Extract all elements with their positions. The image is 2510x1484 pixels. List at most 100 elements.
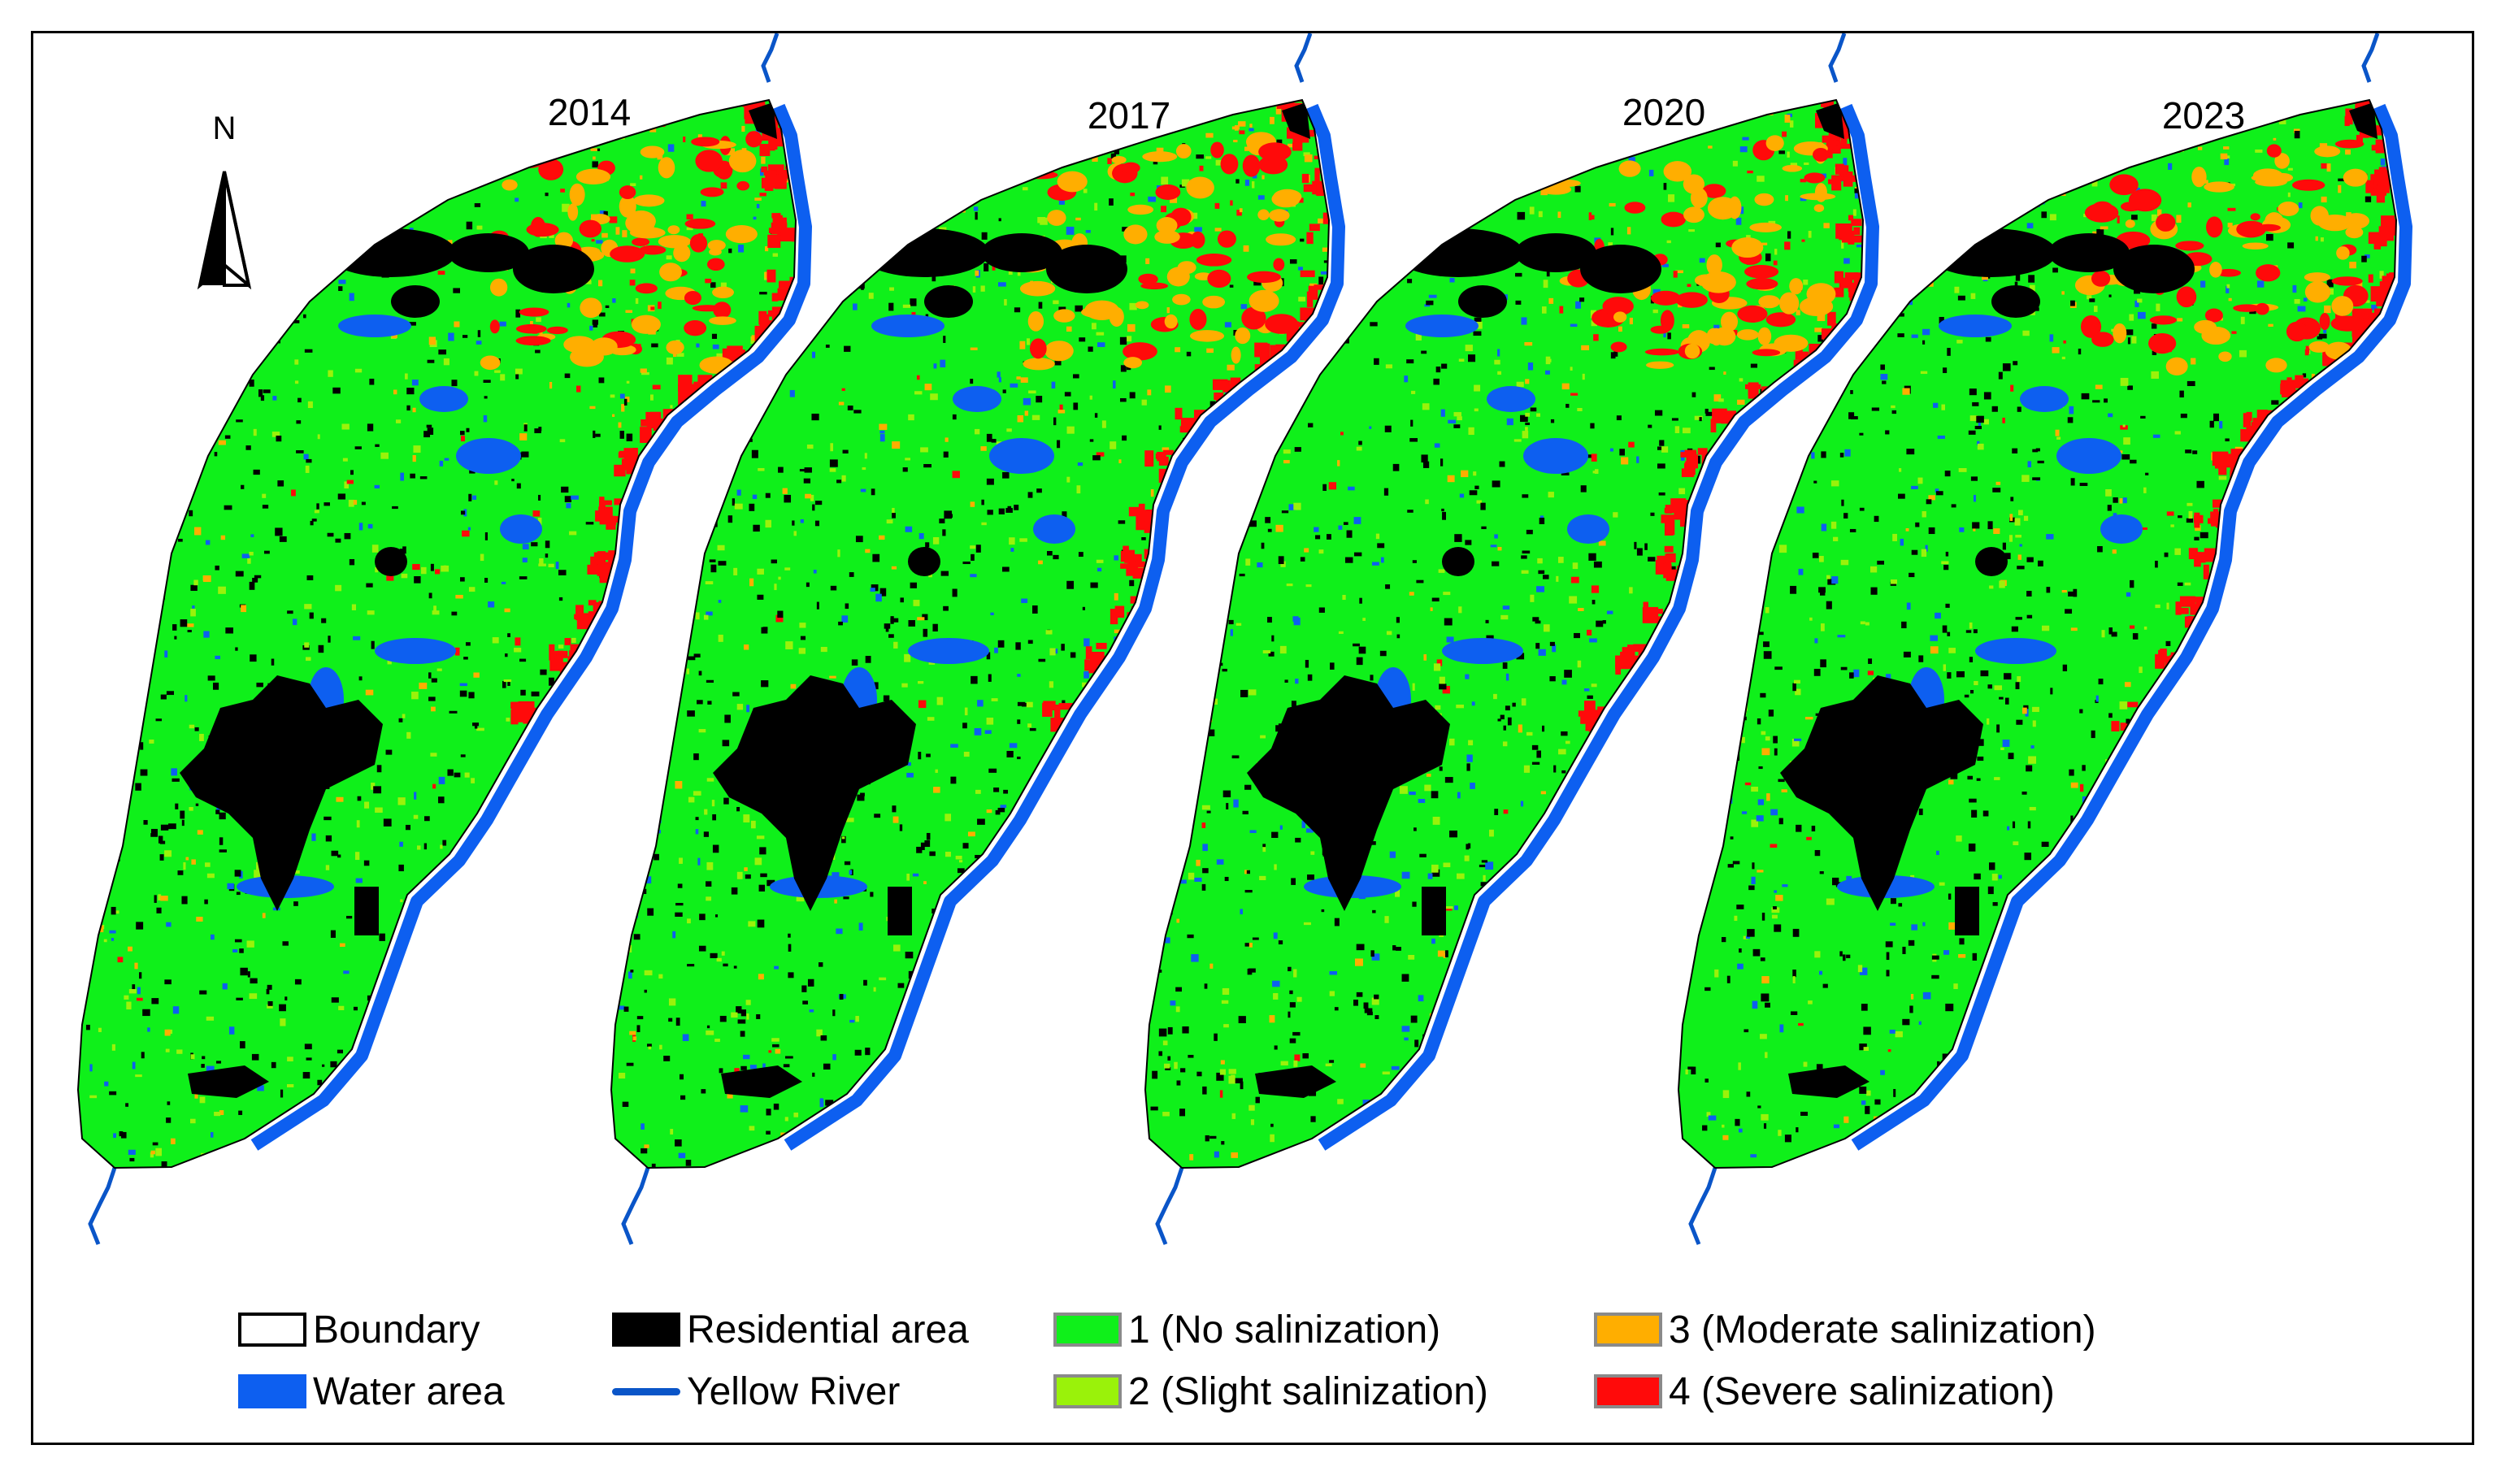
residential-area [888, 887, 912, 935]
moderate-salinization-swatch [1594, 1313, 1662, 1347]
water-area [1487, 386, 1535, 412]
water-area [871, 315, 945, 337]
water-area [500, 514, 542, 544]
no-salinization-zone [611, 100, 1329, 1168]
city-residential-area [713, 675, 916, 911]
water-area [2143, 770, 2182, 792]
water-area [338, 315, 411, 337]
legend-label: 3 (Moderate salinization) [1669, 1308, 2096, 1352]
legend-item-no-salinization: 1 (No salinization) [1053, 1308, 1441, 1352]
yellow-river-band [250, 103, 812, 1151]
residential-area [147, 423, 196, 488]
water-area [1609, 770, 1648, 792]
residential-area [1991, 285, 2040, 318]
residential-area [2048, 233, 2130, 272]
slight-salinization-swatch [1053, 1374, 1122, 1408]
yellow-river-downstream [621, 1167, 650, 1245]
legend-label: 1 (No salinization) [1128, 1308, 1441, 1352]
yellow-river-downstream [1155, 1167, 1184, 1245]
water-area [1523, 438, 1588, 474]
legend-item-severe-salinization: 4 (Severe salinization) [1594, 1369, 2055, 1413]
boundary-swatch [238, 1313, 306, 1347]
year-label-2020: 2020 [1622, 91, 1706, 133]
residential-area [513, 245, 594, 293]
residential-area [1788, 1065, 1869, 1098]
residential-swatch [612, 1313, 680, 1347]
residential-area [908, 547, 940, 576]
residential-area [1422, 887, 1446, 935]
water-area [1939, 315, 2012, 337]
legend-label: Residential area [687, 1308, 969, 1352]
legend-label: Yellow River [687, 1369, 901, 1413]
year-label-2023: 2023 [2161, 94, 2246, 137]
north-arrow: N [184, 111, 265, 297]
yellow-river-upstream [1294, 33, 1313, 83]
legend-label: 4 (Severe salinization) [1669, 1369, 2055, 1413]
boundary [1677, 98, 2398, 1169]
water-area [1405, 315, 1479, 337]
boundary [76, 98, 797, 1169]
yellow-river-band [784, 103, 1345, 1151]
residential-area [749, 102, 777, 139]
water-area [1033, 514, 1075, 544]
year-label-2017: 2017 [1087, 94, 1171, 137]
north-letter: N [212, 111, 237, 146]
no-salinization-zone [78, 100, 796, 1168]
legend-item-yellow-river: Yellow River [612, 1369, 901, 1413]
water-area [419, 386, 468, 412]
residential-area [1816, 102, 1844, 139]
water-area [2056, 438, 2121, 474]
north-arrow-icon [197, 171, 252, 290]
residential-area [1046, 245, 1127, 293]
legend-item-residential: Residential area [612, 1308, 969, 1352]
yellow-river-downstream [88, 1167, 117, 1245]
water-area [375, 638, 456, 664]
water-area [456, 438, 521, 474]
figure-frame: 2014 2017 2020 2023 N Boundary Residenti… [31, 31, 2474, 1445]
residential-area [924, 285, 973, 318]
residential-area [188, 1065, 269, 1098]
yellow-river-band [1318, 103, 1879, 1151]
yellow-river-upstream [2361, 33, 2380, 83]
water-area [2100, 514, 2143, 544]
residential-area [1442, 547, 1474, 576]
residential-area [1214, 423, 1263, 488]
residential-area [448, 233, 529, 272]
yellow-river-band [1851, 103, 2412, 1151]
water-area [1075, 770, 1114, 792]
water-swatch [238, 1374, 306, 1408]
no-salinization-swatch [1053, 1313, 1122, 1347]
legend-item-moderate-salinization: 3 (Moderate salinization) [1594, 1308, 2096, 1352]
water-area [989, 438, 1054, 474]
map-panel-2023 [1677, 33, 2412, 1245]
boundary [1144, 98, 1865, 1169]
legend-item-slight-salinization: 2 (Slight salinization) [1053, 1369, 1488, 1413]
residential-area [1580, 245, 1661, 293]
residential-area [1975, 547, 2008, 576]
residential-area [1458, 285, 1507, 318]
residential-area [2113, 245, 2195, 293]
water-area [1442, 638, 1523, 664]
city-residential-area [180, 675, 383, 911]
water-area [1975, 638, 2056, 664]
water-area [908, 638, 989, 664]
yellow-river-upstream [1828, 33, 1847, 83]
map-panels [76, 33, 2412, 1245]
water-area [1567, 514, 1609, 544]
boundary [610, 98, 1331, 1169]
map-panel-2017 [610, 33, 1345, 1245]
no-salinization-zone [1678, 100, 2396, 1168]
city-residential-area [1780, 675, 1983, 911]
residential-area [1282, 102, 1310, 139]
residential-area [981, 233, 1062, 272]
residential-area [375, 547, 407, 576]
legend-item-water: Water area [238, 1370, 505, 1413]
residential-area [721, 1065, 802, 1098]
residential-area [1955, 887, 1979, 935]
legend-item-boundary: Boundary [238, 1308, 480, 1352]
legend-label: 2 (Slight salinization) [1128, 1369, 1488, 1413]
residential-area [391, 285, 440, 318]
water-area [542, 770, 581, 792]
no-salinization-zone [1145, 100, 1863, 1168]
residential-area [354, 887, 379, 935]
